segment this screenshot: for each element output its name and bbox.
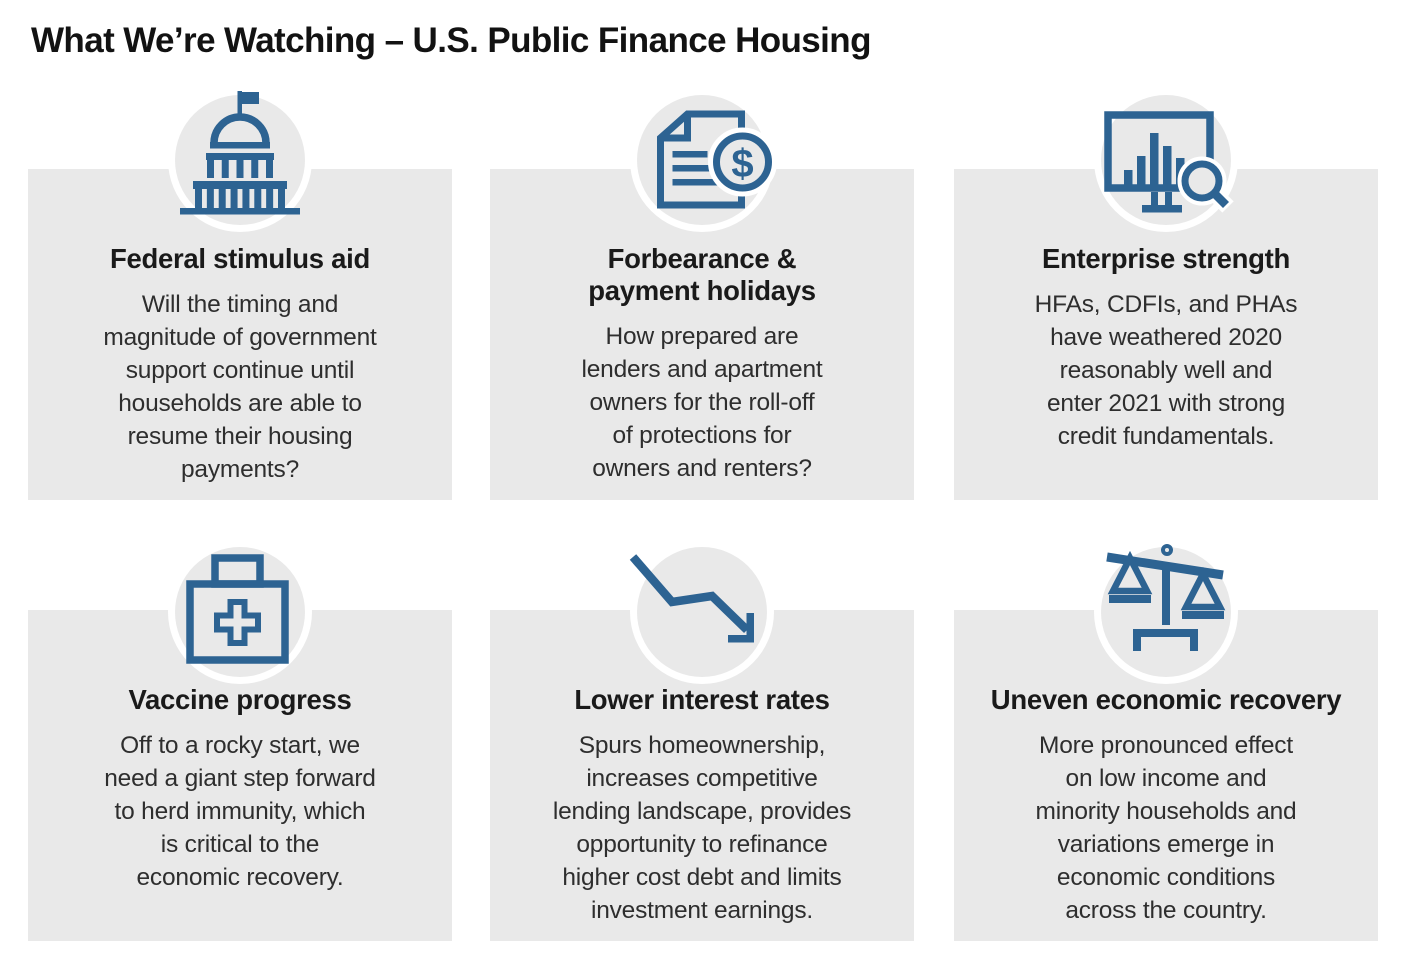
- card-body: Spurs homeownership, increases competiti…: [552, 732, 852, 924]
- capitol-building-icon: [175, 91, 305, 225]
- card-title: Federal stimulus aid: [110, 243, 370, 274]
- medical-bag-icon: [175, 547, 305, 677]
- card-forbearance-payment-holidays: $ Forbearance & payment holidays How pre…: [490, 95, 914, 500]
- card-title: Enterprise strength: [1042, 243, 1290, 274]
- unbalanced-scales-icon: [1101, 544, 1231, 677]
- card-body: Will the timing and magnitude of governm…: [103, 291, 377, 483]
- card-vaccine-progress: Vaccine progress Off to a rocky start, w…: [28, 547, 452, 941]
- card-lower-interest-rates: Lower interest rates Spurs homeownership…: [490, 547, 914, 941]
- card-federal-stimulus-aid: Federal stimulus aid Will the timing and…: [28, 91, 452, 500]
- card-title: Forbearance & payment holidays: [588, 243, 816, 306]
- svg-text:$: $: [731, 142, 753, 186]
- card-title: Uneven economic recovery: [990, 684, 1342, 715]
- card-body: How prepared are lenders and apartment o…: [581, 323, 823, 482]
- card-title: Vaccine progress: [128, 684, 352, 715]
- card-body: HFAs, CDFIs, and PHAs have weathered 202…: [1034, 291, 1298, 450]
- card-title: Lower interest rates: [574, 684, 830, 715]
- card-uneven-economic-recovery: Uneven economic recovery More pronounced…: [954, 544, 1378, 941]
- card-enterprise-strength: Enterprise strength HFAs, CDFIs, and PHA…: [954, 95, 1378, 500]
- monitor-chart-magnifier-icon: [1101, 95, 1234, 225]
- declining-rate-arrow-icon: [629, 547, 767, 677]
- page-title: What We’re Watching – U.S. Public Financ…: [31, 21, 871, 60]
- card-body: More pronounced effect on low income and…: [1035, 732, 1297, 924]
- card-body: Off to a rocky start, we need a giant st…: [104, 732, 376, 891]
- document-dollar-icon: $: [637, 95, 777, 225]
